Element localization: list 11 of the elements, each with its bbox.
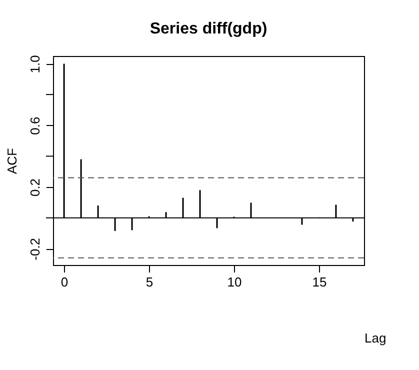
y-tick-label: -0.2 — [28, 238, 42, 260]
x-tick-label: 15 — [312, 274, 327, 290]
y-tick-label: 1.0 — [28, 55, 42, 74]
x-axis-title: Lag — [364, 330, 386, 346]
y-tick-label: 0.6 — [28, 116, 42, 135]
y-axis-title: ACF — [4, 148, 20, 174]
chart-title: Series diff(gdp) — [150, 20, 268, 38]
x-tick-label: 10 — [227, 274, 242, 290]
x-tick-label: 5 — [146, 274, 154, 290]
y-tick-label: 0.2 — [28, 178, 42, 197]
x-tick-label: 0 — [60, 274, 68, 290]
